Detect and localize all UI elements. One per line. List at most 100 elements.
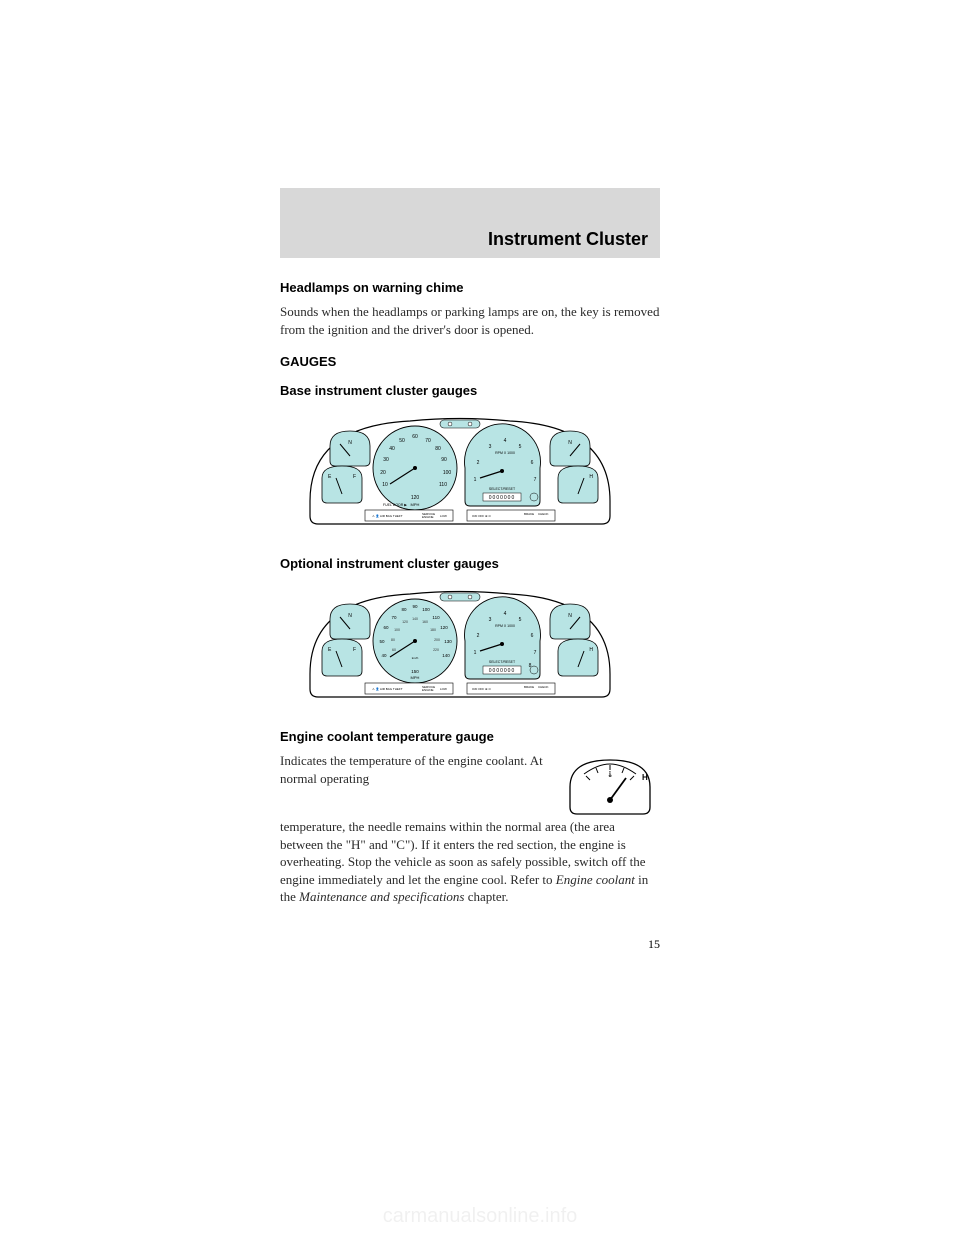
coolant-body-rest: temperature, the needle remains within t… xyxy=(280,818,660,906)
svg-text:CHECK: CHECK xyxy=(538,512,549,516)
optional-cluster-diagram: N E F N H 405060 708090 100110120 130140… xyxy=(280,579,640,709)
svg-text:50: 50 xyxy=(379,639,385,644)
svg-text:8: 8 xyxy=(529,663,532,669)
svg-text:RPM X 1000: RPM X 1000 xyxy=(495,451,515,455)
svg-text:70: 70 xyxy=(391,615,397,620)
svg-text:SELECT/RESET: SELECT/RESET xyxy=(489,487,516,491)
svg-text:150: 150 xyxy=(411,669,419,674)
svg-text:BRAKE: BRAKE xyxy=(524,512,534,516)
base-cluster-diagram: N E F N H 102030 405060 708090 100110120… xyxy=(280,406,640,536)
headlamps-heading: Headlamps on warning chime xyxy=(280,280,660,295)
page-number: 15 xyxy=(648,937,660,952)
svg-text:10: 10 xyxy=(382,482,388,488)
svg-text:⚠ 👤 AIR BAG THEFT: ⚠ 👤 AIR BAG THEFT xyxy=(372,514,403,518)
svg-text:H: H xyxy=(589,647,593,653)
svg-text:O/D OFF ⊕ ⊙: O/D OFF ⊕ ⊙ xyxy=(472,687,491,691)
coolant-ref1: Engine coolant xyxy=(556,872,635,887)
svg-text:5: 5 xyxy=(519,617,522,623)
svg-text:ENGINE: ENGINE xyxy=(422,515,434,519)
base-cluster-heading: Base instrument cluster gauges xyxy=(280,383,660,398)
svg-text:0000000: 0000000 xyxy=(489,495,515,501)
svg-text:4: 4 xyxy=(504,611,507,617)
svg-text:70: 70 xyxy=(425,438,431,444)
svg-text:140: 140 xyxy=(412,617,418,621)
svg-text:2: 2 xyxy=(477,633,480,639)
svg-text:6: 6 xyxy=(531,460,534,466)
svg-text:30: 30 xyxy=(383,457,389,463)
headlamps-body: Sounds when the headlamps or parking lam… xyxy=(280,303,660,338)
svg-text:40: 40 xyxy=(381,653,387,658)
svg-text:N: N xyxy=(568,613,572,619)
svg-text:130: 130 xyxy=(444,639,452,644)
svg-text:110: 110 xyxy=(439,482,447,488)
svg-text:7: 7 xyxy=(534,650,537,656)
svg-text:7: 7 xyxy=(534,477,537,483)
svg-text:CHECK: CHECK xyxy=(538,685,549,689)
svg-text:80: 80 xyxy=(401,607,407,612)
svg-text:220: 220 xyxy=(433,648,439,652)
svg-text:km/h: km/h xyxy=(412,656,419,660)
svg-text:LOW: LOW xyxy=(440,514,447,518)
svg-text:N: N xyxy=(568,440,572,446)
chapter-title: Instrument Cluster xyxy=(488,229,648,250)
svg-text:100: 100 xyxy=(443,470,452,476)
coolant-end: chapter. xyxy=(465,889,509,904)
svg-text:H: H xyxy=(642,773,648,782)
svg-text:60: 60 xyxy=(383,625,389,630)
svg-text:6: 6 xyxy=(531,633,534,639)
svg-text:RPM X 1000: RPM X 1000 xyxy=(495,624,515,628)
svg-text:🌡: 🌡 xyxy=(606,770,614,778)
svg-text:180: 180 xyxy=(430,628,436,632)
svg-text:200: 200 xyxy=(434,638,440,642)
svg-text:90: 90 xyxy=(441,457,447,463)
page-content: Headlamps on warning chime Sounds when t… xyxy=(280,280,660,922)
svg-text:1: 1 xyxy=(474,650,477,656)
svg-text:N: N xyxy=(348,613,352,619)
coolant-heading: Engine coolant temperature gauge xyxy=(280,729,660,744)
watermark: carmanualsonline.info xyxy=(0,1205,960,1228)
svg-text:1: 1 xyxy=(474,477,477,483)
svg-text:2: 2 xyxy=(477,460,480,466)
svg-text:H: H xyxy=(589,474,593,480)
svg-text:80: 80 xyxy=(391,638,395,642)
svg-text:ENGINE: ENGINE xyxy=(422,688,434,692)
coolant-gauge-diagram: H 🌡 xyxy=(560,752,660,822)
svg-text:100: 100 xyxy=(422,607,430,612)
svg-text:60: 60 xyxy=(412,434,418,440)
svg-text:N: N xyxy=(348,440,352,446)
svg-text:40: 40 xyxy=(389,446,395,452)
svg-text:LOW: LOW xyxy=(440,687,447,691)
coolant-ref2: Maintenance and specifications xyxy=(299,889,464,904)
svg-text:5: 5 xyxy=(519,444,522,450)
coolant-lead-text: Indicates the temperature of the engine … xyxy=(280,752,550,787)
coolant-row: Indicates the temperature of the engine … xyxy=(280,752,660,822)
svg-text:140: 140 xyxy=(442,653,450,658)
svg-text:90: 90 xyxy=(412,604,418,609)
optional-cluster-heading: Optional instrument cluster gauges xyxy=(280,556,660,571)
svg-text:BRAKE: BRAKE xyxy=(524,685,534,689)
svg-text:FUEL DOOR ▶: FUEL DOOR ▶ xyxy=(383,503,408,507)
svg-text:160: 160 xyxy=(422,620,428,624)
svg-text:O/D OFF ⊕ ⊙: O/D OFF ⊕ ⊙ xyxy=(472,514,491,518)
svg-text:MPH: MPH xyxy=(411,675,420,680)
gauges-heading: GAUGES xyxy=(280,354,660,369)
svg-text:80: 80 xyxy=(435,446,441,452)
svg-text:4: 4 xyxy=(504,438,507,444)
svg-text:20: 20 xyxy=(380,470,386,476)
svg-text:0000000: 0000000 xyxy=(489,668,515,674)
svg-text:SELECT/RESET: SELECT/RESET xyxy=(489,660,516,664)
svg-text:110: 110 xyxy=(432,615,440,620)
svg-text:3: 3 xyxy=(489,444,492,450)
chapter-header: Instrument Cluster xyxy=(280,188,660,258)
svg-text:50: 50 xyxy=(399,438,405,444)
svg-text:120: 120 xyxy=(402,620,408,624)
svg-text:F: F xyxy=(353,474,356,480)
svg-text:⚠ 👤 AIR BAG THEFT: ⚠ 👤 AIR BAG THEFT xyxy=(372,687,403,691)
svg-text:MPH: MPH xyxy=(411,502,420,507)
svg-text:100: 100 xyxy=(394,628,400,632)
svg-text:60: 60 xyxy=(392,648,396,652)
svg-text:120: 120 xyxy=(440,625,448,630)
svg-text:120: 120 xyxy=(411,495,420,501)
svg-text:3: 3 xyxy=(489,617,492,623)
svg-text:F: F xyxy=(353,647,356,653)
